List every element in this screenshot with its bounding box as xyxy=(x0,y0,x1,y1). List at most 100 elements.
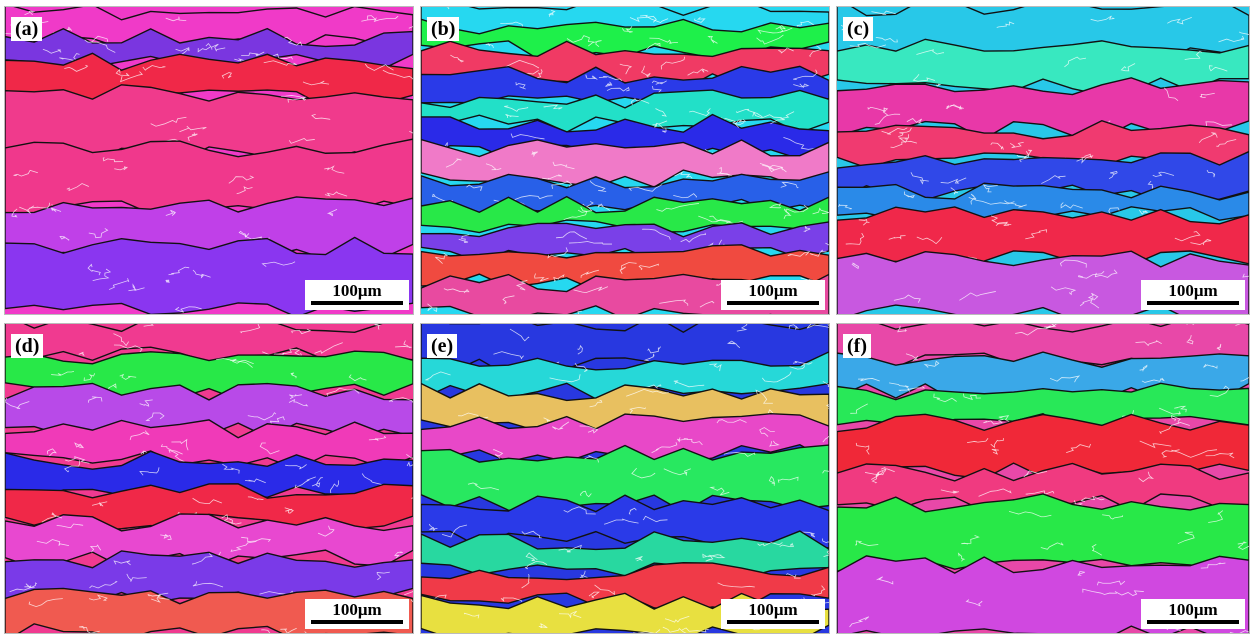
subgrain-boundary xyxy=(524,560,548,570)
subgrain-boundary xyxy=(120,71,144,83)
subgrain-boundary xyxy=(192,581,224,588)
subgrain-boundary xyxy=(129,430,150,441)
subgrain-boundary xyxy=(241,51,265,57)
subgrain-boundary xyxy=(36,539,70,547)
subgrain-boundary xyxy=(770,111,795,125)
subgrain-boundary xyxy=(221,72,233,79)
subgrain-boundary xyxy=(1060,202,1083,209)
subgrain-boundary xyxy=(1018,149,1033,163)
subgrain-boundary xyxy=(1240,377,1249,382)
subgrain-boundary xyxy=(597,203,611,211)
subgrain-boundary xyxy=(493,351,524,360)
subgrain-boundary xyxy=(143,324,154,327)
subgrain-boundary xyxy=(504,105,529,112)
subgrain-boundary xyxy=(585,74,598,80)
subgrain-boundary xyxy=(1049,375,1081,383)
grain-band xyxy=(5,84,413,163)
subgrain-boundary xyxy=(1199,92,1215,98)
subgrain-boundary xyxy=(1139,364,1148,372)
subgrain-boundary xyxy=(74,442,85,449)
subgrain-boundary xyxy=(950,187,959,195)
subgrain-boundary xyxy=(150,116,187,127)
subgrain-boundary xyxy=(165,209,177,216)
subgrain-boundary xyxy=(164,279,170,283)
subgrain-boundary xyxy=(284,507,294,514)
subgrain-boundary xyxy=(867,106,886,112)
subgrain-boundary xyxy=(1079,298,1100,309)
subgrain-boundary xyxy=(769,440,780,447)
subgrain-boundary xyxy=(311,113,331,120)
subgrain-boundary xyxy=(272,53,293,60)
subgrain-boundary xyxy=(443,288,470,294)
subgrain-boundary xyxy=(577,201,594,213)
subgrain-boundary xyxy=(849,616,870,628)
subgrain-boundary xyxy=(912,74,936,82)
subgrain-boundary xyxy=(145,412,165,421)
subgrain-boundary xyxy=(945,104,964,110)
subgrain-boundary xyxy=(1229,630,1249,633)
subgrain-boundary xyxy=(723,452,756,457)
subgrain-boundary xyxy=(864,467,886,476)
scale-bar-label: 100μm xyxy=(748,281,798,300)
subgrain-boundary xyxy=(631,98,650,105)
subgrain-boundary xyxy=(652,122,659,128)
subgrain-boundary xyxy=(579,490,592,498)
subgrain-boundary xyxy=(88,594,108,601)
grain-band xyxy=(837,462,1249,512)
subgrain-boundary xyxy=(803,225,811,232)
subgrain-boundary xyxy=(373,15,399,22)
subgrain-boundary xyxy=(114,165,128,171)
scale-bar-label: 100μm xyxy=(332,600,382,619)
subgrain-boundary xyxy=(329,480,339,494)
subgrain-boundary xyxy=(663,468,691,477)
subgrain-boundary xyxy=(374,324,381,330)
grain-band xyxy=(837,413,1249,483)
subgrain-boundary xyxy=(850,403,868,414)
subgrain-boundary xyxy=(845,232,865,245)
subgrain-boundary xyxy=(314,342,343,354)
grain-band xyxy=(5,138,413,217)
subgrain-boundary xyxy=(115,68,130,77)
scale-bar xyxy=(727,620,819,624)
subgrain-boundary xyxy=(1025,229,1047,240)
subgrain-boundary xyxy=(514,195,553,201)
subgrain-boundary xyxy=(881,127,908,135)
subgrain-boundary xyxy=(261,629,271,633)
subgrain-boundary xyxy=(165,16,187,22)
subgrain-boundary xyxy=(317,525,335,537)
subgrain-boundary xyxy=(1073,500,1087,508)
subgrain-boundary xyxy=(635,556,643,562)
subgrain-boundary xyxy=(659,299,689,306)
subgrain-boundary xyxy=(1171,414,1181,424)
subgrain-boundary xyxy=(811,585,826,597)
subgrain-boundary xyxy=(628,507,637,515)
subgrain-boundary xyxy=(388,397,413,403)
subgrain-boundary xyxy=(556,231,588,240)
subgrain-boundary xyxy=(578,570,589,579)
subgrain-boundary xyxy=(290,372,297,379)
subgrain-boundary xyxy=(822,470,829,474)
subgrain-boundary xyxy=(1174,405,1187,413)
subgrain-boundary xyxy=(1177,531,1195,545)
subgrain-boundary xyxy=(102,157,124,163)
subgrain-boundary xyxy=(119,373,137,380)
subgrain-boundary xyxy=(822,381,829,388)
panel-label: (c) xyxy=(843,17,874,41)
subgrain-boundary xyxy=(1218,35,1245,43)
subgrain-boundary xyxy=(11,208,18,218)
subgrain-boundary xyxy=(694,17,706,23)
subgrain-boundary xyxy=(64,64,89,72)
subgrain-boundary xyxy=(680,232,707,243)
subgrain-boundary xyxy=(259,590,295,596)
subgrain-boundary xyxy=(643,384,662,389)
subgrain-boundary xyxy=(967,438,989,444)
subgrain-boundary xyxy=(726,340,741,349)
subgrain-boundary xyxy=(1082,588,1117,595)
subgrain-boundary xyxy=(639,14,669,23)
subgrain-boundary xyxy=(382,69,413,80)
subgrain-boundary xyxy=(288,398,309,407)
subgrain-boundary xyxy=(768,476,776,486)
subgrain-boundary xyxy=(788,324,800,330)
subgrain-boundary xyxy=(364,63,394,71)
subgrain-boundary xyxy=(548,9,556,17)
